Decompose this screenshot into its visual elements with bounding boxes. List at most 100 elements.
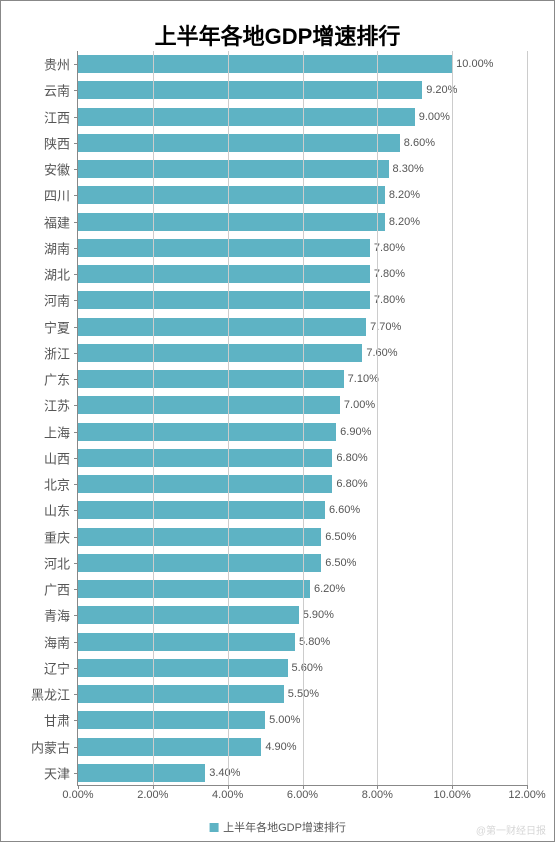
- bar-value-label: 7.00%: [344, 399, 375, 411]
- y-category-label: 福建: [44, 212, 70, 231]
- y-tick-mark: [74, 537, 78, 538]
- bar-value-label: 6.50%: [325, 557, 356, 569]
- y-tick-mark: [74, 458, 78, 459]
- y-category-label: 山东: [44, 501, 70, 520]
- y-tick-mark: [74, 222, 78, 223]
- y-tick-mark: [74, 563, 78, 564]
- bar: 6.60%: [78, 501, 325, 519]
- bar-value-label: 9.00%: [419, 111, 450, 123]
- bar: 7.10%: [78, 370, 344, 388]
- y-tick-mark: [74, 773, 78, 774]
- x-tick-label: 10.00%: [434, 789, 471, 801]
- y-category-label: 江西: [44, 107, 70, 126]
- bar-value-label: 7.80%: [374, 294, 405, 306]
- y-category-label: 浙江: [44, 343, 70, 362]
- x-gridline: [228, 51, 229, 785]
- y-category-label: 内蒙古: [31, 737, 70, 756]
- y-category-label: 江苏: [44, 396, 70, 415]
- bar: 7.80%: [78, 239, 370, 257]
- bar: 8.20%: [78, 213, 385, 231]
- y-tick-mark: [74, 405, 78, 406]
- bar-value-label: 6.90%: [340, 426, 371, 438]
- y-tick-mark: [74, 432, 78, 433]
- x-gridline: [303, 51, 304, 785]
- legend: 上半年各地GDP增速排行: [209, 819, 346, 835]
- bar: 10.00%: [78, 55, 452, 73]
- y-category-label: 河南: [44, 291, 70, 310]
- y-category-label: 海南: [44, 632, 70, 651]
- bar: 5.60%: [78, 659, 288, 677]
- legend-label: 上半年各地GDP增速排行: [223, 819, 346, 835]
- y-tick-mark: [74, 642, 78, 643]
- bar: 5.50%: [78, 685, 284, 703]
- y-tick-mark: [74, 274, 78, 275]
- y-tick-mark: [74, 248, 78, 249]
- y-category-label: 河北: [44, 553, 70, 572]
- y-category-label: 北京: [44, 475, 70, 494]
- y-category-label: 安徽: [44, 160, 70, 179]
- y-category-label: 陕西: [44, 133, 70, 152]
- bar: 5.00%: [78, 711, 265, 729]
- x-gridline: [153, 51, 154, 785]
- bar: 6.80%: [78, 475, 332, 493]
- bar-value-label: 7.70%: [370, 321, 401, 333]
- bar: 8.60%: [78, 134, 400, 152]
- x-gridline: [452, 51, 453, 785]
- x-tick-label: 4.00%: [212, 789, 243, 801]
- y-tick-mark: [74, 720, 78, 721]
- y-category-label: 四川: [44, 186, 70, 205]
- y-category-label: 天津: [44, 763, 70, 782]
- bar-value-label: 7.60%: [366, 347, 397, 359]
- bar: 6.50%: [78, 528, 321, 546]
- x-tick-label: 6.00%: [287, 789, 318, 801]
- plot-area: 10.00%9.20%9.00%8.60%8.30%8.20%8.20%7.80…: [77, 51, 527, 786]
- y-tick-mark: [74, 353, 78, 354]
- x-tick-label: 8.00%: [362, 789, 393, 801]
- y-tick-mark: [74, 169, 78, 170]
- y-category-label: 湖南: [44, 238, 70, 257]
- bar-value-label: 7.10%: [348, 373, 379, 385]
- watermark-text: @第一财经日报: [476, 822, 546, 837]
- bar-value-label: 8.20%: [389, 189, 420, 201]
- bar-value-label: 7.80%: [374, 268, 405, 280]
- y-tick-mark: [74, 668, 78, 669]
- x-gridline: [377, 51, 378, 785]
- y-tick-mark: [74, 327, 78, 328]
- y-category-label: 广东: [44, 370, 70, 389]
- bar: 3.40%: [78, 764, 205, 782]
- y-tick-mark: [74, 300, 78, 301]
- x-tick-label: 12.00%: [508, 789, 545, 801]
- bar-value-label: 8.30%: [393, 163, 424, 175]
- bar-value-label: 6.80%: [336, 478, 367, 490]
- y-category-label: 湖北: [44, 265, 70, 284]
- y-tick-mark: [74, 379, 78, 380]
- bar-value-label: 6.20%: [314, 583, 345, 595]
- chart-title: 上半年各地GDP增速排行: [21, 19, 534, 51]
- y-category-label: 黑龙江: [31, 685, 70, 704]
- x-gridline: [527, 51, 528, 785]
- y-tick-mark: [74, 117, 78, 118]
- y-tick-mark: [74, 195, 78, 196]
- y-category-label: 宁夏: [44, 317, 70, 336]
- bar-value-label: 4.90%: [265, 741, 296, 753]
- y-category-label: 贵州: [44, 55, 70, 74]
- y-tick-mark: [74, 90, 78, 91]
- bar: 6.80%: [78, 449, 332, 467]
- legend-swatch: [209, 823, 218, 832]
- y-tick-mark: [74, 747, 78, 748]
- y-tick-mark: [74, 694, 78, 695]
- bar-value-label: 6.60%: [329, 504, 360, 516]
- bar: 5.80%: [78, 633, 295, 651]
- x-tick-label: 2.00%: [137, 789, 168, 801]
- bar: 7.00%: [78, 396, 340, 414]
- y-tick-mark: [74, 484, 78, 485]
- bar-value-label: 5.80%: [299, 636, 330, 648]
- y-category-label: 重庆: [44, 527, 70, 546]
- bar-value-label: 6.50%: [325, 531, 356, 543]
- bar: 8.30%: [78, 160, 389, 178]
- bar: 7.60%: [78, 344, 362, 362]
- bar: 4.90%: [78, 738, 261, 756]
- y-category-label: 上海: [44, 422, 70, 441]
- bar: 7.80%: [78, 265, 370, 283]
- bar-value-label: 6.80%: [336, 452, 367, 464]
